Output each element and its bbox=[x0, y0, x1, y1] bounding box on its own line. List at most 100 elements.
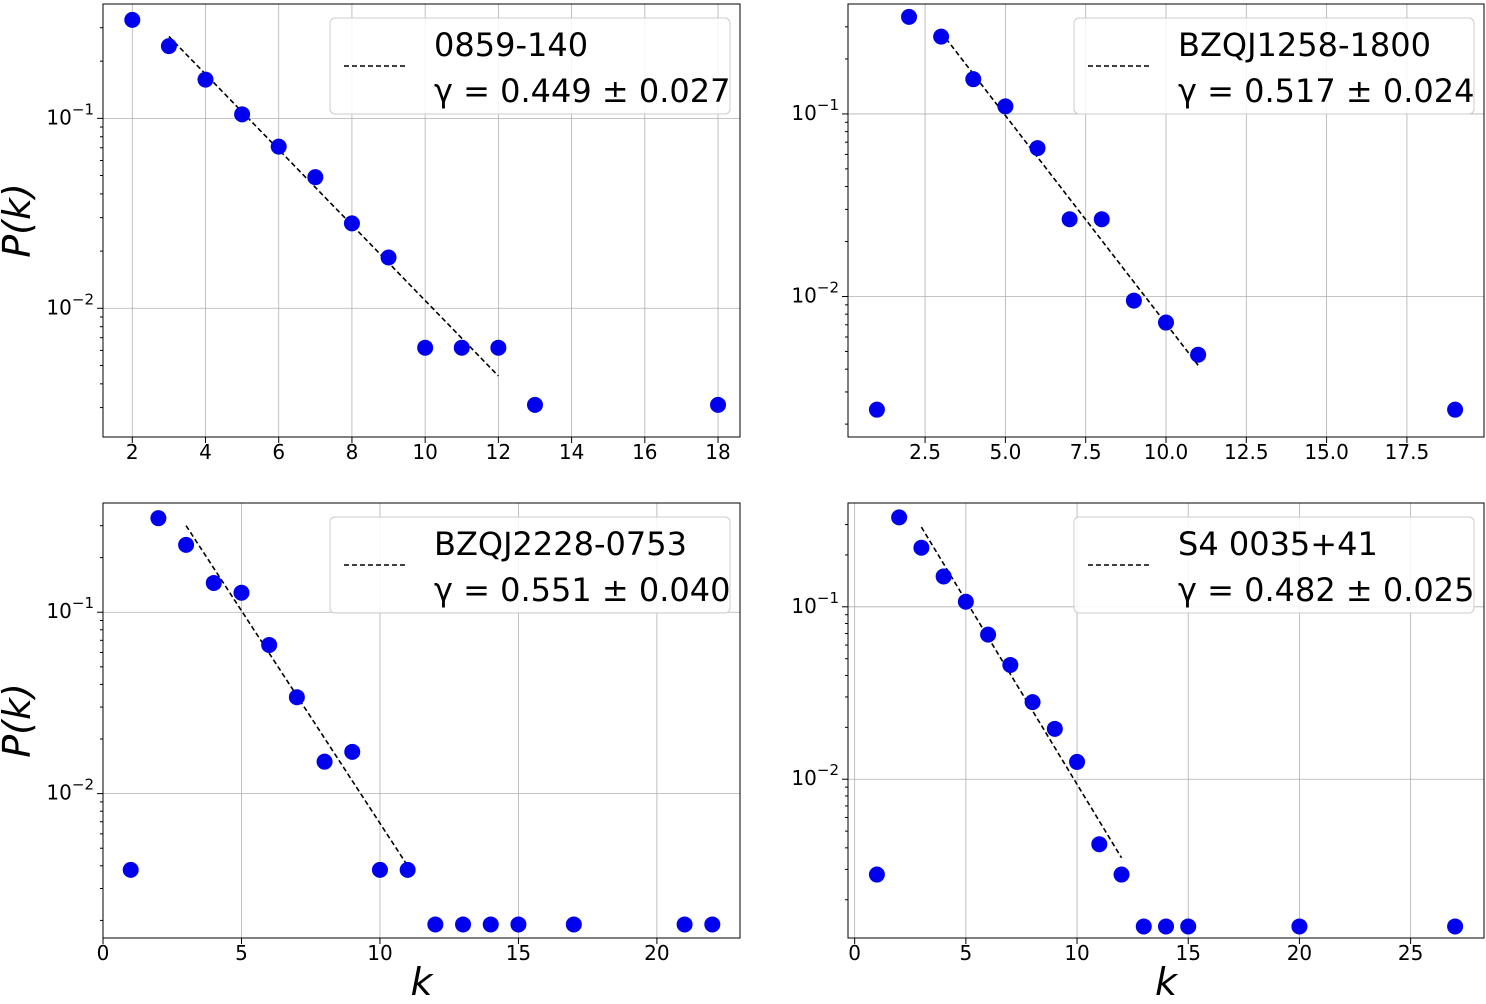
y-tick-label: 10−1 bbox=[46, 100, 94, 129]
data-point bbox=[935, 568, 952, 585]
data-point bbox=[233, 584, 250, 601]
data-point bbox=[565, 916, 582, 933]
subplot-3: 0 5 10 15 20 10−1 10−2 BZQJ2228-0753 γ = 0.551 ±… bbox=[0, 502, 741, 1004]
y-tick-label: 10−2 bbox=[791, 761, 839, 790]
y-tick-label: 10−2 bbox=[791, 278, 839, 307]
x-tick-label: 10.0 bbox=[1144, 440, 1189, 464]
data-point bbox=[124, 11, 141, 28]
data-point bbox=[371, 861, 388, 878]
data-point bbox=[261, 636, 278, 653]
axes-frame bbox=[847, 3, 1485, 438]
data-point bbox=[316, 753, 333, 770]
y-tick-label: 10−1 bbox=[791, 588, 839, 617]
fit-line bbox=[168, 35, 499, 377]
data-point bbox=[965, 71, 982, 88]
legend-box bbox=[329, 516, 731, 614]
fit-line bbox=[940, 31, 1199, 366]
legend-fit-label: γ = 0.449 ± 0.027 bbox=[434, 72, 730, 110]
data-point bbox=[901, 8, 918, 25]
data-point bbox=[1135, 918, 1152, 935]
data-point bbox=[868, 401, 885, 418]
data-point bbox=[1180, 918, 1197, 935]
y-tick-label: 10−1 bbox=[46, 594, 94, 623]
data-point bbox=[913, 539, 930, 556]
x-tick-label: 16 bbox=[632, 440, 657, 464]
data-point bbox=[1113, 866, 1130, 883]
data-point bbox=[957, 593, 974, 610]
legend-source-name: 0859-140 bbox=[434, 26, 588, 64]
subplot-4: 0 5 10 15 20 25 10−1 10−2 S4 0035+41 γ = 0.482 ± … bbox=[791, 502, 1485, 1004]
data-point bbox=[1093, 211, 1110, 228]
y-axis-label: P(k) bbox=[0, 183, 39, 258]
data-point bbox=[122, 861, 139, 878]
data-point bbox=[160, 38, 177, 55]
data-point bbox=[1125, 292, 1142, 309]
x-tick-label: 5 bbox=[235, 941, 248, 965]
data-point bbox=[997, 98, 1014, 115]
x-tick-label: 10 bbox=[412, 440, 437, 464]
legend-fit-label: γ = 0.551 ± 0.040 bbox=[434, 571, 730, 609]
x-tick-label: 10 bbox=[1064, 941, 1089, 965]
x-tick-label: 25 bbox=[1398, 941, 1423, 965]
x-tick-label: 0 bbox=[848, 941, 861, 965]
x-tick-label: 4 bbox=[199, 440, 212, 464]
legend-source-name: BZQJ1258-1800 bbox=[1178, 26, 1431, 64]
data-point bbox=[1091, 836, 1108, 853]
x-tick-label: 18 bbox=[705, 440, 730, 464]
data-point bbox=[1158, 918, 1174, 935]
legend-box bbox=[1073, 17, 1475, 115]
data-point bbox=[891, 509, 908, 526]
data-point bbox=[1069, 753, 1086, 770]
fit-line bbox=[920, 526, 1123, 859]
data-point bbox=[455, 916, 472, 933]
data-point bbox=[399, 861, 416, 878]
x-tick-label: 15.0 bbox=[1304, 440, 1349, 464]
data-point bbox=[270, 138, 287, 155]
legend: BZQJ1258-1800 γ = 0.517 ± 0.024 bbox=[1073, 17, 1475, 115]
data-point bbox=[490, 339, 507, 356]
x-axis-label: k bbox=[410, 960, 434, 1000]
data-point bbox=[288, 689, 305, 706]
axes-frame bbox=[102, 3, 741, 438]
legend-source-name: S4 0035+41 bbox=[1178, 525, 1378, 563]
legend-fit-label: γ = 0.482 ± 0.025 bbox=[1178, 571, 1474, 609]
data-point bbox=[205, 574, 222, 591]
x-axis-label: k bbox=[1155, 960, 1179, 1000]
x-tick-label: 20 bbox=[644, 941, 669, 965]
legend-box bbox=[329, 17, 731, 115]
x-tick-label: 5.0 bbox=[989, 440, 1021, 464]
y-tick-label: 10−2 bbox=[46, 775, 94, 804]
data-point bbox=[482, 916, 499, 933]
axes-frame bbox=[102, 502, 741, 939]
y-axis-label: P(k) bbox=[0, 683, 39, 758]
data-point bbox=[676, 916, 693, 933]
x-tick-label: 5 bbox=[959, 941, 972, 965]
x-tick-label: 10 bbox=[367, 941, 392, 965]
data-point bbox=[933, 28, 950, 45]
data-point bbox=[307, 169, 324, 186]
data-point bbox=[1291, 918, 1308, 935]
data-point bbox=[150, 510, 167, 527]
data-point bbox=[510, 916, 527, 933]
data-point bbox=[343, 215, 360, 232]
data-point bbox=[427, 916, 444, 933]
x-tick-label: 20 bbox=[1287, 941, 1312, 965]
data-point bbox=[453, 339, 470, 356]
data-point bbox=[1024, 694, 1041, 711]
legend: 0859-140 γ = 0.449 ± 0.027 bbox=[329, 17, 731, 115]
data-point bbox=[1447, 401, 1464, 418]
x-tick-label: 6 bbox=[272, 440, 285, 464]
data-point bbox=[1061, 211, 1078, 228]
legend-box bbox=[1073, 516, 1475, 614]
y-tick-label: 10−1 bbox=[791, 95, 839, 124]
data-point bbox=[417, 339, 434, 356]
legend: BZQJ2228-0753 γ = 0.551 ± 0.040 bbox=[329, 516, 731, 614]
x-tick-label: 2.5 bbox=[909, 440, 941, 464]
data-point bbox=[868, 866, 885, 883]
data-point bbox=[197, 71, 214, 88]
data-point bbox=[1158, 314, 1174, 331]
x-tick-label: 17.5 bbox=[1385, 440, 1430, 464]
data-point bbox=[178, 536, 195, 553]
